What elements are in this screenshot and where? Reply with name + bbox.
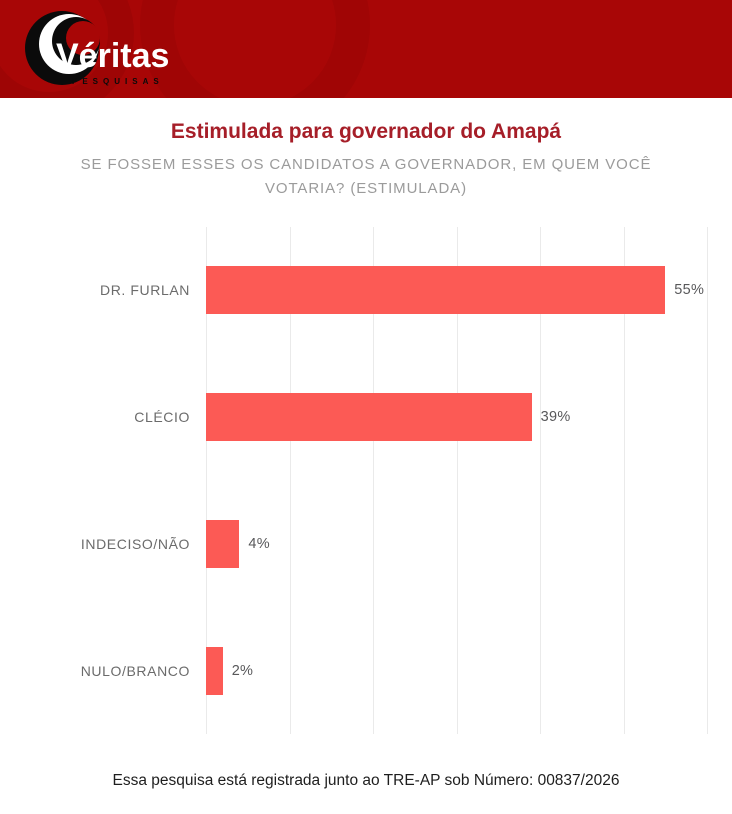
chart-row: DR. FURLAN 55% (0, 227, 732, 354)
bar-value-label: 39% (540, 409, 571, 426)
gridline (456, 227, 458, 734)
chart-subtitle: SE FOSSEM ESSES OS CANDIDATOS A GOVERNAD… (0, 153, 732, 201)
bar-value-label: 55% (674, 282, 705, 299)
brand-header: Véritas PESQUISAS (0, 0, 732, 98)
bar-value-label: 2% (231, 662, 254, 679)
bar-value-label: 4% (248, 535, 270, 552)
bar (206, 646, 223, 695)
gridline (623, 227, 625, 734)
category-label: CLÉCIO (134, 409, 190, 426)
chart-row: CLÉCIO 39% (0, 354, 732, 481)
veritas-logo: Véritas PESQUISAS (12, 1, 212, 97)
bar-chart: DR. FURLAN 55% CLÉCIO 39% INDECISO/NÃO 4… (0, 227, 732, 734)
gridline (540, 227, 541, 734)
category-label: NULO/BRANCO (80, 662, 190, 679)
chart-subtitle-line: VOTARIA? (ESTIMULADA) (265, 180, 467, 197)
bar-track: 2% (206, 646, 707, 695)
bar (206, 519, 240, 568)
gridline (373, 227, 374, 734)
crescent-swirl-icon (25, 11, 100, 85)
bar-track: 4% (206, 519, 707, 568)
registration-note: Essa pesquisa está registrada junto ao T… (112, 772, 620, 789)
chart-subtitle-line: SE FOSSEM ESSES OS CANDIDATOS A GOVERNAD… (80, 156, 652, 173)
brand-tagline: PESQUISAS (72, 77, 164, 86)
bar-track: 55% (206, 266, 707, 315)
page-title: Estimulada para governador do Amapá (170, 120, 562, 143)
bar-track: 39% (206, 393, 707, 442)
chart-row: NULO/BRANCO 2% (0, 607, 732, 734)
bar (206, 393, 532, 442)
bar (206, 266, 666, 315)
chart-rows: DR. FURLAN 55% CLÉCIO 39% INDECISO/NÃO 4… (0, 227, 732, 734)
plot-grid (206, 227, 708, 734)
brand-wordmark: Véritas (56, 37, 170, 75)
gridline (707, 227, 708, 734)
category-label: INDECISO/NÃO (80, 535, 190, 552)
gridline (206, 227, 207, 734)
category-label: DR. FURLAN (99, 282, 190, 299)
chart-row: INDECISO/NÃO 4% (0, 481, 732, 608)
gridline (289, 227, 291, 734)
